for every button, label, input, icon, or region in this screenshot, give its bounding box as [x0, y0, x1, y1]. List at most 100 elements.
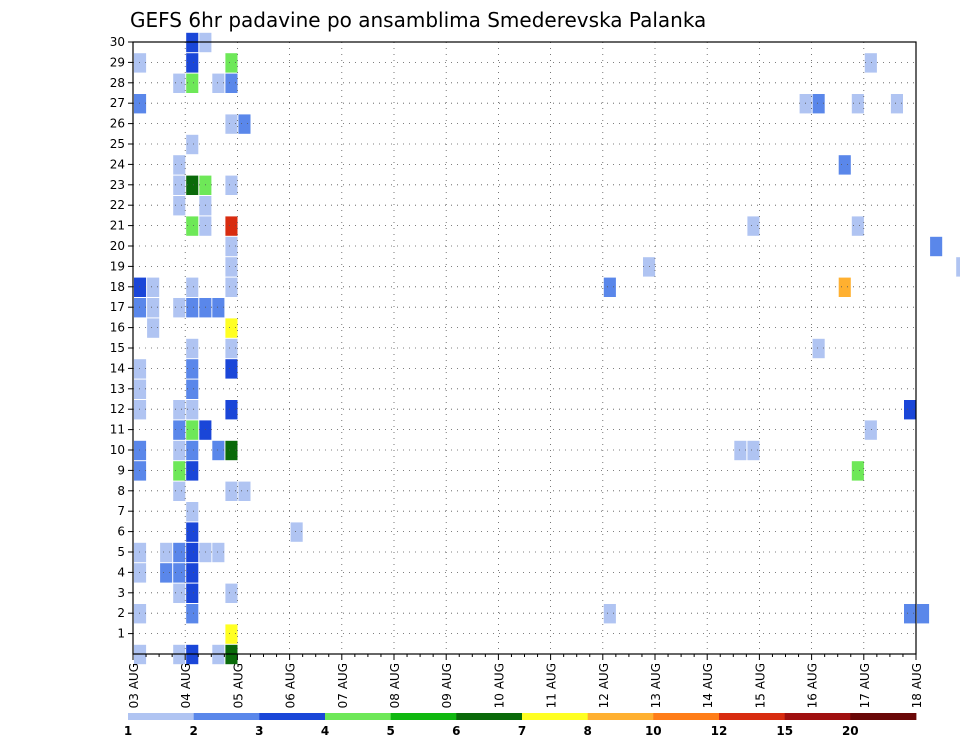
x-tick-label: 09 AUG — [440, 663, 454, 708]
ensemble-cells — [134, 32, 960, 665]
ensemble-cell — [186, 583, 199, 603]
ensemble-cell — [160, 542, 173, 563]
ensemble-cell — [225, 114, 238, 134]
ensemble-cell — [186, 277, 199, 297]
y-tick-label: 29 — [110, 55, 125, 69]
ensemble-cell — [186, 542, 199, 563]
ensemble-cell — [199, 298, 212, 318]
colorbar-swatch — [850, 713, 917, 720]
ensemble-cell — [186, 440, 199, 461]
ensemble-cell — [173, 481, 186, 501]
ensemble-cell — [147, 298, 160, 318]
ensemble-cell — [225, 236, 238, 257]
colorbar-swatch — [456, 713, 523, 720]
ensemble-cell — [917, 604, 930, 624]
ensemble-cell — [186, 73, 199, 93]
ensemble-cell — [225, 216, 238, 236]
ensemble-cell — [225, 400, 238, 420]
y-tick-label: 13 — [110, 382, 125, 396]
ensemble-cell — [212, 73, 225, 93]
ensemble-cell — [747, 216, 760, 236]
x-tick-label: 16 AUG — [806, 663, 820, 708]
y-tick-label: 27 — [110, 96, 125, 110]
colorbar-label: 12 — [711, 724, 728, 738]
ensemble-cell — [199, 216, 212, 236]
colorbar-swatch — [390, 713, 457, 720]
x-tick-label: 05 AUG — [231, 663, 245, 708]
ensemble-cell — [930, 236, 943, 257]
ensemble-cell — [186, 420, 199, 440]
colorbar-label: 20 — [842, 724, 859, 738]
y-tick-label: 1 — [117, 627, 125, 641]
ensemble-cell — [212, 440, 225, 461]
y-tick-label: 24 — [110, 157, 125, 171]
ensemble-cell — [173, 155, 186, 175]
y-tick-label: 17 — [110, 300, 125, 314]
ensemble-cell — [838, 277, 851, 297]
ensemble-cell — [134, 53, 147, 73]
colorbar-label: 6 — [452, 724, 460, 738]
colorbar-label: 3 — [255, 724, 263, 738]
colorbar-swatch — [653, 713, 720, 720]
x-tick-label: 12 AUG — [597, 663, 611, 708]
ensemble-cell — [225, 481, 238, 501]
ensemble-cell — [199, 542, 212, 563]
ensemble-cell — [173, 400, 186, 420]
ensemble-cell — [173, 583, 186, 603]
ensemble-cell — [238, 114, 251, 134]
y-tick-label: 15 — [110, 341, 125, 355]
y-tick-label: 5 — [117, 545, 125, 559]
colorbar-label: 8 — [584, 724, 592, 738]
ensemble-cell — [134, 563, 147, 583]
ensemble-cell — [186, 400, 199, 420]
x-tick-label: 10 AUG — [492, 663, 506, 708]
ensemble-cell — [186, 522, 199, 542]
ensemble-cell — [290, 522, 303, 542]
ensemble-cell — [904, 400, 917, 420]
ensemble-cell — [603, 604, 616, 624]
ensemble-cell — [134, 359, 147, 379]
ensemble-cell — [199, 175, 212, 195]
ensemble-cell — [212, 542, 225, 563]
ensemble-cell — [956, 257, 960, 277]
ensemble-cell — [851, 94, 864, 114]
ensemble-cell — [799, 94, 812, 114]
y-tick-label: 26 — [110, 117, 125, 131]
y-tick-label: 30 — [110, 35, 125, 49]
ensemble-cell — [864, 53, 877, 73]
x-tick-label: 13 AUG — [649, 663, 663, 708]
x-tick-label: 07 AUG — [336, 663, 350, 708]
ensemble-cell — [225, 73, 238, 93]
ensemble-cell — [173, 461, 186, 481]
ensemble-cell — [238, 481, 251, 501]
colorbar-label: 15 — [776, 724, 793, 738]
colorbar-swatch — [325, 713, 392, 720]
grid-lines — [133, 41, 916, 654]
colorbar-swatch — [587, 713, 654, 720]
ensemble-cell — [147, 318, 160, 338]
colorbar-swatch — [193, 713, 260, 720]
ensemble-cell — [225, 175, 238, 195]
y-tick-label: 10 — [110, 443, 125, 457]
colorbar-swatch — [719, 713, 786, 720]
colorbar-swatch — [259, 713, 326, 720]
y-tick-label: 16 — [110, 321, 125, 335]
x-axis: 03 AUG 04 AUG 05 AUG 06 AUG 07 AUG 08 AUG 09 A… — [127, 654, 924, 708]
ensemble-cell — [812, 94, 825, 114]
ensemble-cell — [186, 604, 199, 624]
ensemble-cell — [134, 379, 147, 399]
ensemble-cell — [904, 604, 917, 624]
y-tick-label: 7 — [117, 504, 125, 518]
ensemble-cell — [147, 277, 160, 297]
ensemble-cell — [225, 624, 238, 644]
ensemble-cell — [173, 298, 186, 318]
ensemble-cell — [173, 73, 186, 93]
ensemble-cell — [603, 277, 616, 297]
ensemble-cell — [134, 440, 147, 461]
ensemble-cell — [186, 216, 199, 236]
colorbar-label: 1 — [124, 724, 132, 738]
ensemble-cell — [186, 563, 199, 583]
ensemble-cell — [186, 53, 199, 73]
colorbar-label: 2 — [190, 724, 198, 738]
y-tick-label: 3 — [117, 586, 125, 600]
